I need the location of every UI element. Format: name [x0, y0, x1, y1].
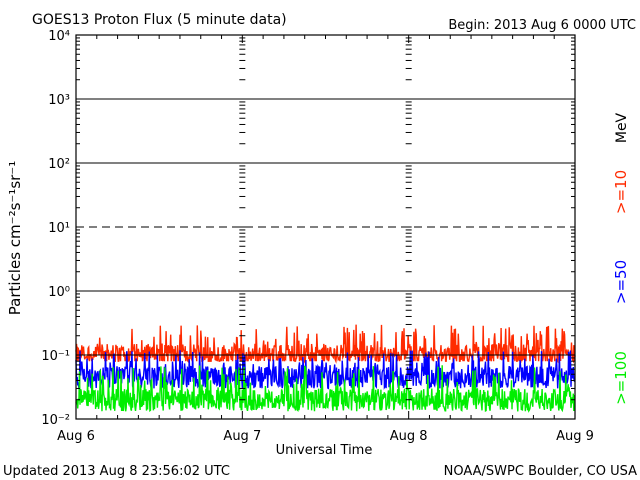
y-tick-label: 10³	[48, 93, 70, 108]
y-tick-label: 10⁰	[48, 285, 70, 300]
updated-timestamp: Updated 2013 Aug 8 23:56:02 UTC	[3, 464, 230, 479]
grid-layer	[75, 34, 576, 420]
series-line-2	[75, 350, 576, 390]
y-tick-labels: 10⁴ 10³ 10² 10¹ 10⁰ 10⁻¹ 10⁻²	[41, 29, 70, 428]
legend-entry-100mev: >=100	[612, 351, 630, 405]
y-tick-label: 10⁻¹	[41, 349, 70, 364]
y-tick-label: 10¹	[48, 221, 70, 236]
y-tick-label: 10⁻²	[41, 413, 70, 428]
y-axis-label: Particles cm⁻²s⁻¹sr⁻¹	[6, 161, 24, 315]
x-tick-labels: Aug 6 Aug 7 Aug 8 Aug 9	[57, 429, 594, 444]
x-tick-label: Aug 7	[223, 429, 261, 444]
chart-title: GOES13 Proton Flux (5 minute data)	[32, 12, 287, 28]
x-axis-label: Universal Time	[276, 443, 373, 458]
plot-frame	[75, 34, 576, 420]
x-tick-label: Aug 9	[556, 429, 594, 444]
series-line-1	[75, 324, 576, 364]
y-tick-label: 10⁴	[48, 29, 70, 44]
begin-time: Begin: 2013 Aug 6 0000 UTC	[448, 18, 636, 33]
y-tick-label: 10²	[48, 157, 70, 172]
credit-line: NOAA/SWPC Boulder, CO USA	[444, 464, 637, 479]
legend-entry-50mev: >=50	[612, 260, 630, 304]
x-tick-label: Aug 6	[57, 429, 95, 444]
series-layer	[75, 324, 576, 413]
legend-units: MeV	[614, 112, 630, 143]
series-line-3	[75, 365, 576, 413]
x-tick-label: Aug 8	[390, 429, 428, 444]
legend-entry-10mev: >=10	[612, 170, 630, 214]
